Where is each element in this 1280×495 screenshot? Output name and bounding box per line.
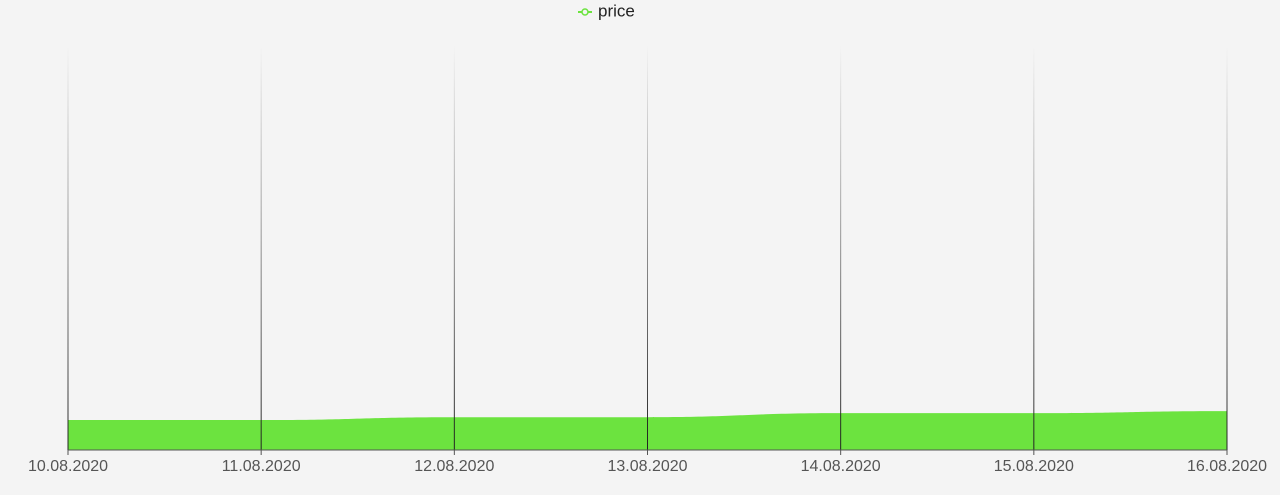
grid-line — [840, 45, 842, 450]
x-tick-label: 15.08.2020 — [994, 458, 1074, 475]
grid-line — [453, 45, 455, 450]
grid-line — [1226, 45, 1228, 450]
x-tick-label: 16.08.2020 — [1187, 458, 1267, 475]
x-tick-label: 13.08.2020 — [607, 458, 687, 475]
legend-marker — [581, 8, 589, 16]
legend-label: price — [598, 1, 635, 20]
plot: 10.08.2020 11.08.2020 12.08.2020 13.08.2020… — [28, 1, 1267, 475]
x-tick-label: 10.08.2020 — [28, 458, 108, 475]
grid-line — [647, 45, 648, 450]
x-tick-label: 14.08.2020 — [801, 458, 881, 475]
x-tick-label: 12.08.2020 — [414, 458, 494, 475]
grid-line — [1033, 45, 1035, 450]
grid-line — [260, 45, 262, 450]
x-tick-label: 11.08.2020 — [222, 458, 301, 475]
grid-line — [67, 45, 69, 450]
